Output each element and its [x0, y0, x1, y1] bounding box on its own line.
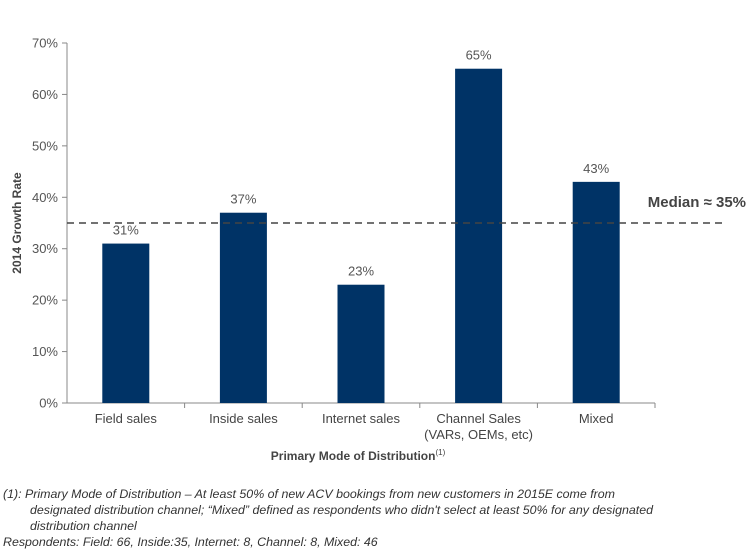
data-label: 65%: [466, 48, 492, 63]
bar: [102, 243, 150, 403]
y-axis-ticks: 0% 10% 20% 30% 40% 50% 60% 70%: [32, 36, 67, 411]
y-tick-label: 10%: [32, 344, 58, 359]
bar-chart: 0%10%20%30%40%50%60%70% 31%37%23%65%43% …: [10, 36, 746, 464]
footnote-line-1: (1): Primary Mode of Distribution – At l…: [3, 487, 615, 501]
bar: [572, 181, 620, 403]
footnote-line-2: designated distribution channel; “Mixed”…: [30, 503, 653, 517]
y-tick-label: 60%: [32, 87, 58, 102]
data-label: 37%: [230, 192, 256, 207]
y-tick-label: 0%: [39, 396, 58, 411]
y-tick-label: 20%: [32, 293, 58, 308]
y-tick-label: 40%: [32, 190, 58, 205]
data-label: 43%: [583, 161, 609, 176]
y-tick-label: 50%: [32, 138, 58, 153]
x-axis-title-text: Primary Mode of Distribution: [271, 449, 436, 463]
x-tick-label: Field sales: [95, 411, 158, 426]
data-label: 31%: [113, 223, 139, 238]
x-tick-label: Inside sales: [209, 411, 278, 426]
y-axis-title: 2014 Growth Rate: [10, 172, 24, 274]
footnote: (1): Primary Mode of Distribution – At l…: [3, 486, 743, 534]
bars: 31% 37% 23% 65% 43%: [102, 48, 620, 403]
bar: [219, 212, 267, 403]
y-tick-label: 30%: [32, 241, 58, 256]
footnote-line-3: distribution channel: [30, 519, 137, 533]
x-axis-categories: Field sales Inside sales Internet sales Cha…: [95, 403, 656, 442]
x-axis-title: Primary Mode of Distribution(1): [271, 448, 446, 463]
x-axis-title-superscript: (1): [435, 448, 445, 457]
bar: [337, 284, 385, 403]
x-tick-label: Mixed: [579, 411, 614, 426]
median-label: Median ≈ 35%: [648, 194, 746, 211]
respondents-note: Respondents: Field: 66, Inside:35, Inter…: [3, 535, 378, 549]
bar: [455, 68, 503, 403]
data-label: 23%: [348, 264, 374, 279]
x-tick-label: Internet sales: [322, 411, 401, 426]
x-tick-label: Channel Sales (VARs, OEMs, etc): [424, 411, 533, 442]
y-tick-label: 70%: [32, 36, 58, 51]
